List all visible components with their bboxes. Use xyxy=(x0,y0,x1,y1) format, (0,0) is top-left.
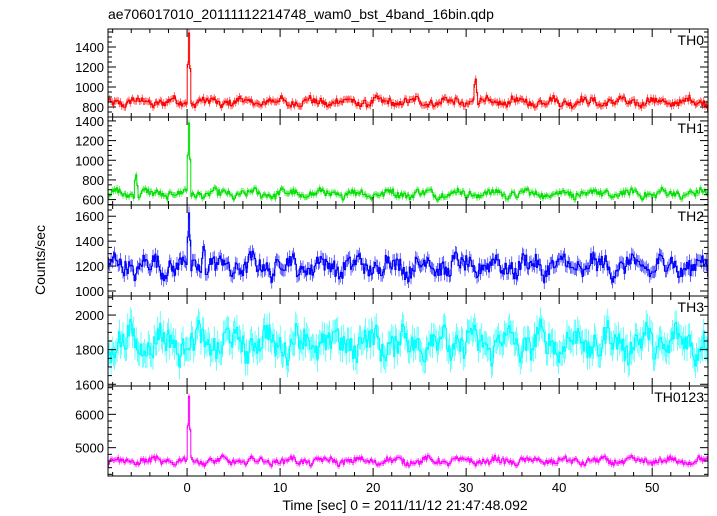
y-tick-label: 1000 xyxy=(75,153,104,168)
series-line-th0 xyxy=(108,32,708,109)
y-tick-label: 1800 xyxy=(75,343,104,358)
series-line-th0123 xyxy=(108,395,708,467)
y-axis-label: Counts/sec xyxy=(32,225,48,295)
series-error-bars xyxy=(108,206,708,289)
panel-frame xyxy=(107,116,709,206)
panel-th1: 600 800 1000 1200 1400 TH1 xyxy=(75,114,709,208)
y-tick-label: 1200 xyxy=(75,60,104,75)
panel-th0123: 5000 6000 TH0123 xyxy=(75,385,709,477)
x-tick-label: 20 xyxy=(366,480,380,495)
y-tick-label: 1200 xyxy=(75,259,104,274)
y-tick-label: 1000 xyxy=(75,80,104,95)
x-tick-label: 40 xyxy=(552,480,566,495)
panel-label: TH3 xyxy=(678,299,705,315)
panel-label: TH0123 xyxy=(654,389,704,405)
panel-frame xyxy=(107,204,709,297)
series-error-bars xyxy=(108,120,708,204)
x-tick-label: 50 xyxy=(645,480,659,495)
y-tick-label: 1600 xyxy=(75,209,104,224)
series-line-th2 xyxy=(108,212,708,284)
panel-label: TH1 xyxy=(678,120,705,136)
y-tick-label: 1400 xyxy=(75,234,104,249)
series-line-th1 xyxy=(108,122,708,201)
x-tick-label: 30 xyxy=(459,480,473,495)
x-axis-label: Time [sec] 0 = 2011/11/12 21:47:48.092 xyxy=(282,497,528,513)
y-tick-label: 1000 xyxy=(75,284,104,299)
panel-label: TH0 xyxy=(678,32,705,48)
x-tick-label: 0 xyxy=(183,480,190,495)
series-line-th3 xyxy=(108,318,708,368)
panel-label: TH2 xyxy=(678,208,705,224)
y-tick-label: 800 xyxy=(82,100,104,115)
y-tick-label: 1600 xyxy=(75,377,104,392)
y-tick-label: 1400 xyxy=(75,114,104,129)
x-tick-labels: 0 10 20 30 40 50 xyxy=(183,480,659,495)
panel-frame xyxy=(107,28,709,118)
y-tick-label: 2000 xyxy=(75,308,104,323)
y-tick-label: 6000 xyxy=(75,407,104,422)
panels-group: 800 1000 1200 1400 TH0 600 800 1000 1200 1400 TH1 1… xyxy=(75,28,709,477)
panel-th2: 1000 1200 1400 1600 TH2 xyxy=(75,204,709,299)
panel-th0: 800 1000 1200 1400 TH0 xyxy=(75,28,709,118)
x-tick-label: 10 xyxy=(273,480,287,495)
y-tick-label: 5000 xyxy=(75,441,104,456)
series-error-bars xyxy=(108,393,708,470)
y-tick-label: 1400 xyxy=(75,40,104,55)
y-tick-label: 1200 xyxy=(75,134,104,149)
y-tick-label: 800 xyxy=(82,173,104,188)
figure-title: ae706017010_20111112214748_wam0_bst_4ban… xyxy=(108,6,494,22)
panel-th3: 1600 1800 2000 TH3 xyxy=(75,295,709,392)
y-tick-label: 600 xyxy=(82,193,104,208)
panel-frame xyxy=(107,385,709,477)
